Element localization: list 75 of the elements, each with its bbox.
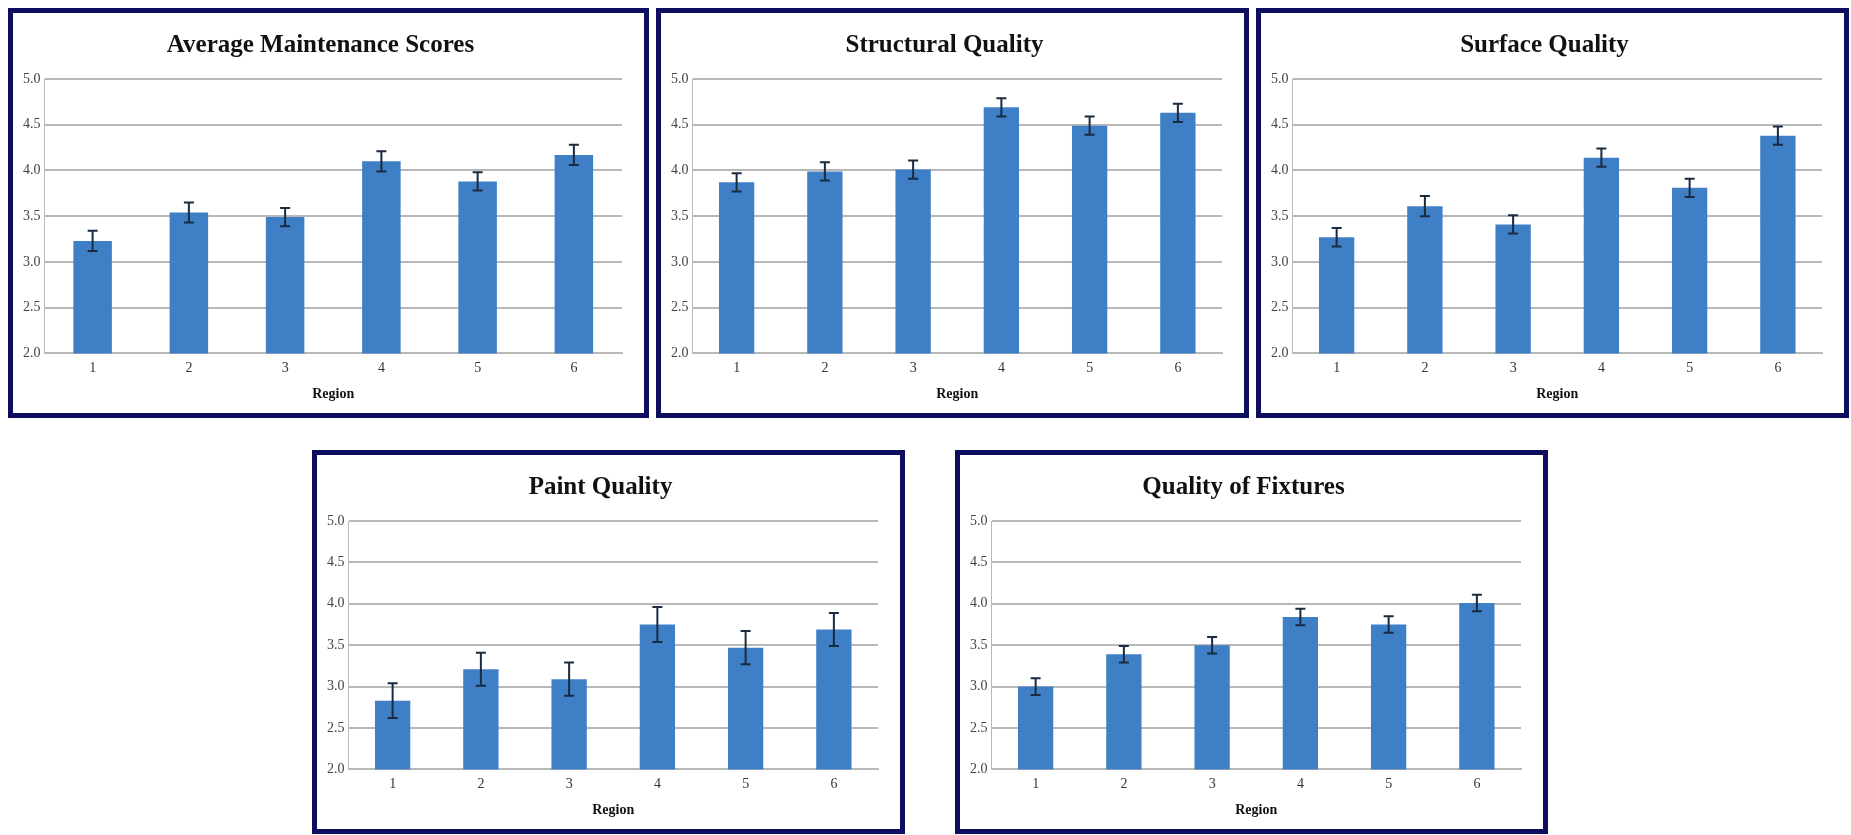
y-tick-label: 5.0 — [671, 70, 689, 86]
y-tick-label: 4.5 — [671, 116, 689, 132]
x-tick-label: 1 — [1333, 360, 1341, 376]
x-tick-label: 1 — [733, 360, 741, 376]
y-tick-label: 2.0 — [327, 761, 345, 777]
x-tick-label: 3 — [909, 360, 917, 376]
y-tick-label: 5.0 — [327, 512, 345, 528]
x-tick-label: 3 — [1208, 776, 1216, 792]
y-tick-label: 4.0 — [23, 162, 41, 178]
y-tick-label: 3.5 — [1271, 207, 1289, 223]
x-tick-label: 6 — [830, 776, 838, 792]
x-tick-label: 4 — [1597, 360, 1605, 376]
x-tick-label: 5 — [474, 360, 482, 376]
y-tick-label: 5.0 — [970, 512, 988, 528]
chart-title: Surface Quality — [1460, 30, 1630, 58]
y-tick-label: 2.0 — [23, 345, 41, 361]
y-tick-label: 2.0 — [970, 761, 988, 777]
x-axis-title: Region — [1536, 386, 1579, 402]
y-tick-label: 3.5 — [327, 636, 345, 652]
chart-title: Structural Quality — [845, 30, 1044, 58]
x-tick-label: 4 — [997, 360, 1005, 376]
y-tick-label: 5.0 — [23, 70, 41, 86]
x-tick-label: 6 — [570, 360, 578, 376]
x-tick-label: 4 — [1296, 776, 1304, 792]
x-tick-label: 2 — [1421, 360, 1429, 376]
x-tick-label: 2 — [185, 360, 193, 376]
y-tick-label: 3.0 — [23, 253, 41, 269]
x-axis-title: Region — [312, 386, 355, 402]
x-tick-label: 3 — [281, 360, 289, 376]
y-tick-label: 4.0 — [970, 595, 988, 611]
y-tick-label: 3.0 — [327, 678, 345, 694]
y-tick-label: 2.0 — [671, 345, 689, 361]
x-tick-label: 1 — [1032, 776, 1040, 792]
y-tick-label: 4.0 — [1271, 162, 1289, 178]
x-tick-label: 5 — [1385, 776, 1393, 792]
x-tick-label: 2 — [821, 360, 829, 376]
chart-title: Average Maintenance Scores — [166, 30, 475, 58]
y-tick-label: 4.5 — [327, 554, 345, 570]
y-tick-label: 2.0 — [1271, 345, 1289, 361]
x-tick-label: 6 — [1473, 776, 1481, 792]
y-tick-label: 4.5 — [23, 116, 41, 132]
y-tick-label: 2.5 — [1271, 299, 1289, 315]
y-tick-label: 3.5 — [970, 636, 988, 652]
x-tick-label: 6 — [1774, 360, 1782, 376]
y-tick-label: 3.0 — [1271, 253, 1289, 269]
y-tick-label: 4.0 — [327, 595, 345, 611]
y-tick-label: 4.0 — [671, 162, 689, 178]
y-tick-label: 3.5 — [671, 207, 689, 223]
x-tick-label: 2 — [1120, 776, 1128, 792]
chart-title: Quality of Fixtures — [1142, 472, 1345, 500]
y-tick-label: 3.0 — [970, 678, 988, 694]
x-tick-label: 5 — [1086, 360, 1094, 376]
y-tick-label: 3.5 — [23, 207, 41, 223]
x-tick-label: 5 — [742, 776, 750, 792]
y-tick-label: 3.0 — [671, 253, 689, 269]
y-tick-label: 2.5 — [23, 299, 41, 315]
chart-title: Paint Quality — [528, 472, 673, 500]
y-tick-label: 2.5 — [970, 719, 988, 735]
x-tick-label: 4 — [377, 360, 385, 376]
y-tick-label: 4.5 — [970, 554, 988, 570]
x-tick-label: 3 — [565, 776, 573, 792]
y-tick-label: 5.0 — [1271, 70, 1289, 86]
x-axis-title: Region — [592, 802, 635, 818]
x-tick-label: 5 — [1686, 360, 1694, 376]
x-tick-label: 1 — [389, 776, 397, 792]
x-tick-label: 2 — [477, 776, 485, 792]
x-tick-label: 3 — [1509, 360, 1517, 376]
y-tick-label: 4.5 — [1271, 116, 1289, 132]
x-tick-label: 4 — [653, 776, 661, 792]
x-axis-title: Region — [1235, 802, 1278, 818]
x-axis-title: Region — [936, 386, 979, 402]
x-tick-label: 1 — [89, 360, 97, 376]
y-tick-label: 2.5 — [671, 299, 689, 315]
y-tick-label: 2.5 — [327, 719, 345, 735]
x-tick-label: 6 — [1174, 360, 1182, 376]
